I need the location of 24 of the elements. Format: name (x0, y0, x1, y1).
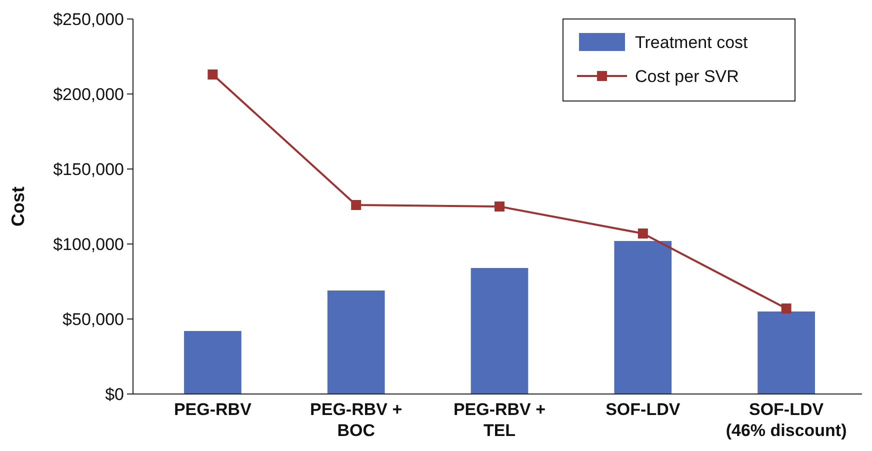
bar (758, 312, 815, 394)
x-tick-label: SOF-LDV (46% discount) (726, 400, 847, 440)
y-axis-title: Cost (8, 186, 28, 226)
bar (327, 290, 385, 394)
bar (184, 331, 242, 394)
point (351, 200, 362, 210)
point (638, 228, 648, 238)
bar (470, 268, 528, 394)
point (781, 304, 792, 314)
x-tick-label: SOF-LDV (606, 400, 681, 419)
y-tick-label: $200,000 (53, 84, 124, 104)
legend-label: Treatment cost (635, 32, 748, 52)
y-tick-label: $150,000 (53, 160, 124, 179)
y-tick-label: $250,000 (53, 10, 124, 29)
y-tick-label: $100,000 (53, 234, 124, 254)
y-tick-label: $50,000 (62, 310, 124, 329)
bar (614, 241, 672, 394)
legend-label: Cost per SVR (635, 66, 739, 86)
x-tick-label: PEG-RBV + TEL (453, 400, 546, 440)
point (208, 70, 218, 80)
y-tick-label: $0 (105, 384, 124, 404)
x-tick-label: PEG-RBV + BOC (310, 400, 402, 440)
x-tick-label: PEG-RBV (174, 400, 252, 419)
point (494, 202, 504, 212)
